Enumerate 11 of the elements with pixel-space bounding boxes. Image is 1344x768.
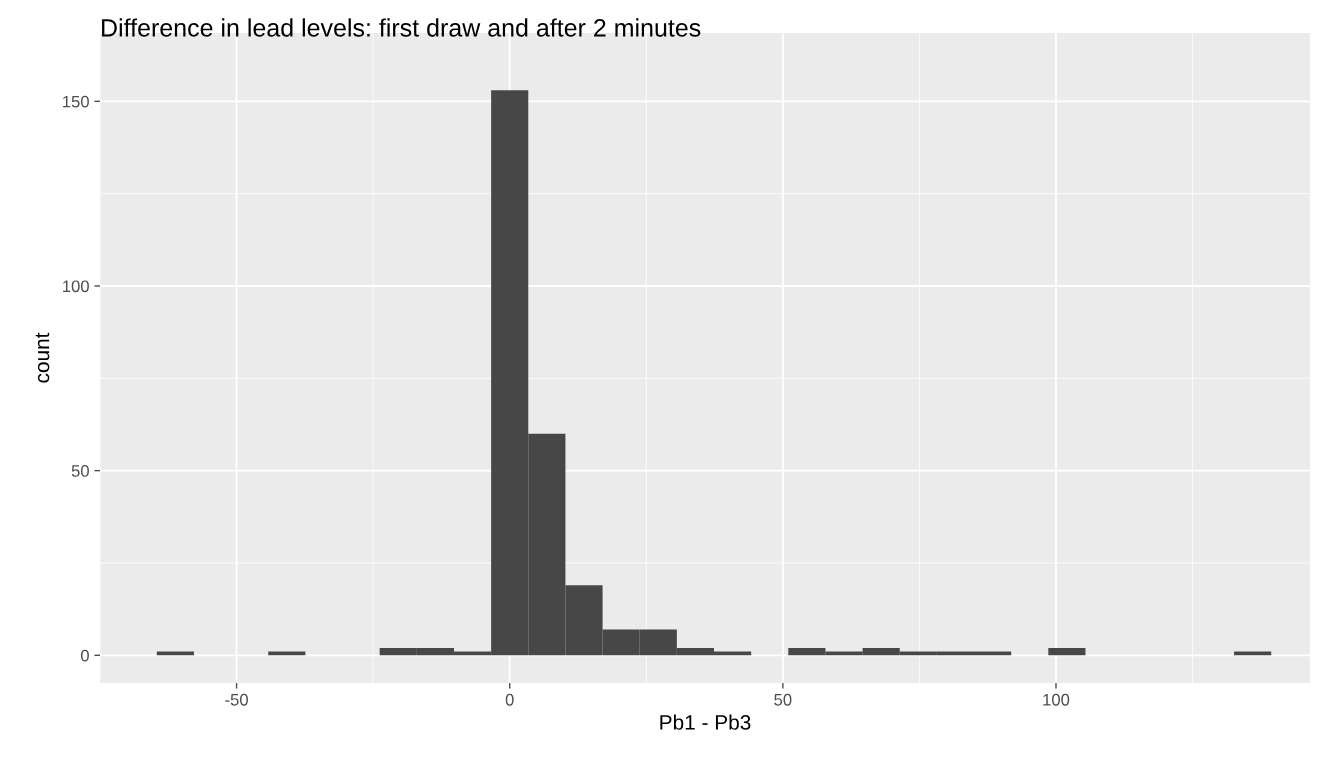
x-tick-label: 50 [774,693,792,706]
x-tick-label: -50 [225,693,248,706]
y-tick-label: 0 [80,649,89,662]
y-tick-label: 100 [63,280,89,293]
y-axis-title: count [35,332,50,383]
y-tick-label: 150 [63,95,89,108]
x-tick-label: 0 [505,693,514,706]
y-tick-label: 50 [71,465,89,477]
chart-title: Difference in lead levels: first draw and after 2 minutes [102,18,701,37]
x-tick-label: 100 [1043,693,1070,706]
x-axis-title: Pb1 - Pb3 [660,714,751,730]
